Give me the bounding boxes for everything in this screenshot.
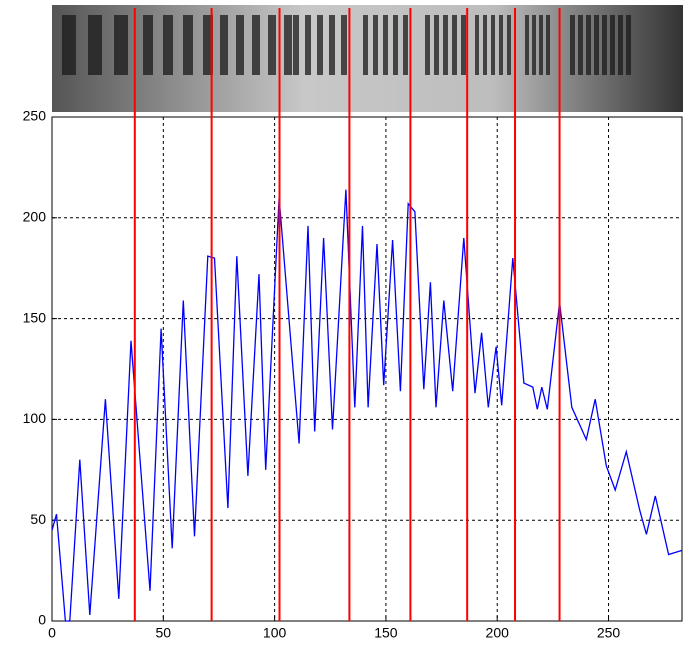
image-bar [586,15,591,75]
image-bar [393,15,398,75]
image-bar [434,15,439,75]
image-bar [539,15,543,75]
x-tick-label: 50 [156,625,172,641]
y-tick-label: 0 [38,612,46,628]
image-bar [220,15,228,75]
image-bar [507,15,511,75]
image-bar [373,15,378,75]
image-bar [268,15,276,75]
y-tick-label: 150 [23,309,47,325]
image-bar [293,15,299,75]
y-tick-label: 200 [23,209,47,225]
image-bar [383,15,388,75]
image-bar [461,15,466,75]
image-bar [610,15,615,75]
y-tick-label: 250 [23,108,47,124]
image-strip [52,5,683,112]
image-bar [618,15,623,75]
image-bar [363,15,368,75]
x-tick-label: 0 [48,625,56,641]
image-bar [252,15,260,75]
image-bar [203,15,213,75]
x-tick-label: 200 [486,625,510,641]
image-bar [305,15,311,75]
plot-frame [51,116,683,622]
image-bar [236,15,244,75]
image-bar [491,15,495,75]
image-bar [317,15,323,75]
image-bar [425,15,430,75]
image-bar [626,15,631,75]
image-bar [143,15,153,75]
image-bar [525,15,529,75]
image-bar [284,15,292,75]
image-bar [475,15,479,75]
image-bar [602,15,607,75]
y-tick-label: 50 [30,511,46,527]
image-bar [483,15,487,75]
x-tick-label: 250 [597,625,621,641]
image-bar [163,15,173,75]
x-tick-label: 100 [263,625,287,641]
image-bar [329,15,335,75]
y-tick-label: 100 [23,410,47,426]
image-bar [452,15,457,75]
image-bar [88,15,102,75]
image-bar [443,15,448,75]
image-bar [546,15,550,75]
image-bar [114,15,128,75]
image-bar [62,15,76,75]
image-bar [341,15,347,75]
image-bar [532,15,536,75]
image-bar [183,15,193,75]
image-bar [499,15,503,75]
image-bar [570,15,575,75]
data-line [51,189,683,622]
x-tick-label: 150 [374,625,398,641]
image-bar [594,15,599,75]
image-bar [578,15,583,75]
image-bar [403,15,408,75]
